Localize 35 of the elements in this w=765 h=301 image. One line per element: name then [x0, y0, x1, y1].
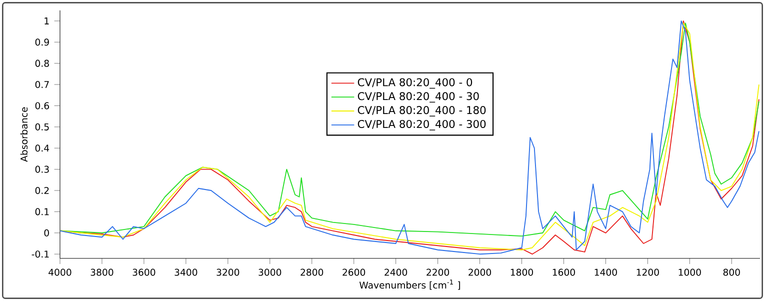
- y-tick-label: 0.3: [35, 166, 49, 173]
- legend-label: CV/PLA 80:20_400 - 30: [358, 92, 479, 103]
- y-tick-label: 0.7: [35, 81, 49, 88]
- x-tick-label: 800: [723, 268, 740, 276]
- x-tick-label: 1200: [636, 268, 659, 276]
- y-tick-label: 0: [44, 229, 49, 236]
- x-tick-label: 3400: [174, 268, 198, 276]
- legend-label: CV/PLA 80:20_400 - 0: [358, 78, 472, 89]
- x-tick-label: 2200: [426, 268, 450, 276]
- y-tick-label: 0.2: [35, 186, 49, 194]
- x-tick-label: 2600: [342, 268, 366, 276]
- y-tick-label: 0.6: [35, 102, 50, 110]
- x-tick-label: 3000: [258, 268, 282, 276]
- x-tick-label: 1000: [678, 268, 701, 276]
- x-tick-label: 2400: [384, 268, 408, 276]
- y-tick-label: 0.5: [35, 123, 49, 130]
- x-axis-title: Wavenumbers [cm$^{-1}$ ]: [359, 280, 460, 290]
- x-tick-label: 2800: [300, 268, 324, 276]
- y-axis-title: Absorbance: [20, 107, 28, 162]
- y-tick-label: 0.9: [35, 38, 49, 46]
- x-tick-label: 3200: [216, 268, 240, 276]
- y-tick-label: 0.8: [35, 60, 49, 67]
- y-tick-label: 1: [44, 18, 49, 24]
- x-tick-label: 3600: [132, 268, 156, 276]
- x-tick-label: 1400: [594, 268, 617, 276]
- x-tick-label: 4000: [48, 268, 72, 276]
- x-tick-label: 3800: [90, 268, 114, 276]
- x-tick-label: 2000: [468, 268, 492, 276]
- y-tick-label: 0.1: [35, 208, 49, 216]
- x-tick-label: 1800: [510, 268, 533, 276]
- x-tick-label: 1600: [552, 268, 575, 276]
- legend-label: CV/PLA 80:20_400 - 180: [358, 106, 486, 116]
- legend-label: CV/PLA 80:20_400 - 300: [358, 120, 486, 130]
- y-tick-label: -0.1: [32, 250, 49, 258]
- y-tick-label: 0.4: [35, 144, 50, 152]
